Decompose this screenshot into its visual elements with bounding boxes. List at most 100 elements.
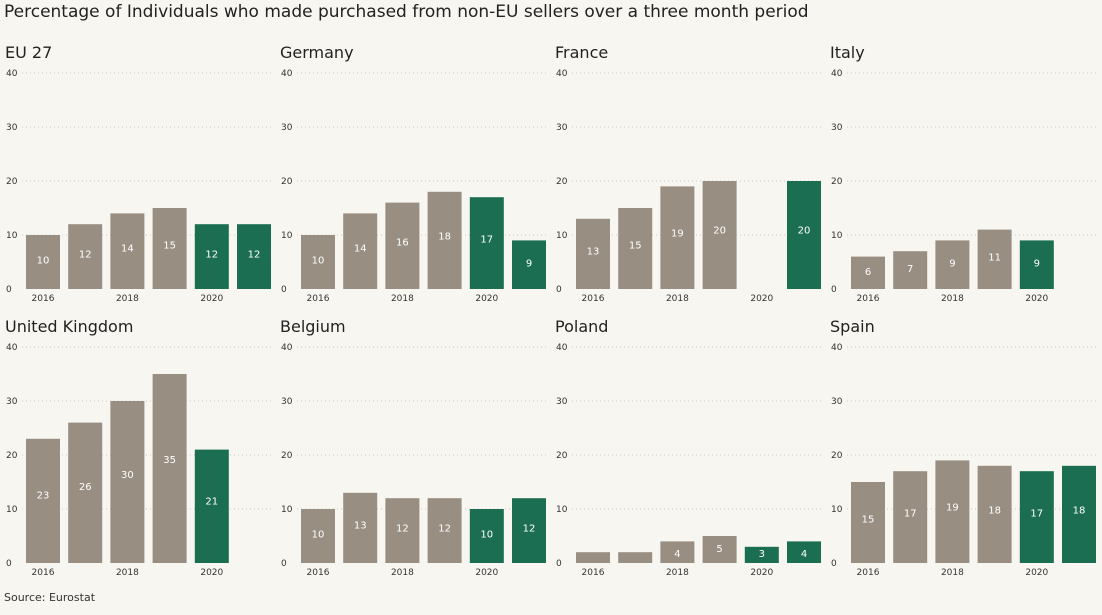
y-tick-label: 30: [281, 123, 293, 133]
x-tick-label: 2020: [200, 568, 223, 578]
bar-eu-27-2021: [237, 224, 271, 289]
bar-poland-2019: [702, 536, 737, 563]
bar-italy-2018: [935, 240, 970, 289]
panel-title-germany: Germany: [280, 43, 354, 62]
y-tick-label: 20: [6, 451, 18, 461]
x-tick-label: 2020: [750, 294, 773, 304]
panel-italy: Italy 0 10 20 30 40 6 7 9 11 9 2016 2018 2020: [830, 43, 1097, 304]
x-tick-label: 2020: [1025, 294, 1048, 304]
x-tick-label: 2018: [391, 294, 414, 304]
y-tick-label: 10: [281, 231, 293, 241]
y-tick-label: 20: [831, 177, 843, 187]
data-label: 10: [480, 529, 493, 540]
y-tick-label: 30: [556, 397, 568, 407]
y-tick-label: 10: [831, 505, 843, 515]
data-label: 20: [798, 226, 811, 237]
data-label: 7: [907, 264, 913, 275]
panel-title-eu-27: EU 27: [5, 43, 52, 62]
data-label: 10: [312, 529, 325, 540]
bar-spain-2016: [851, 482, 885, 563]
data-label: 6: [865, 267, 871, 278]
y-tick-label: 30: [6, 397, 18, 407]
x-tick-label: 2016: [857, 294, 880, 304]
y-tick-label: 30: [831, 397, 843, 407]
bar-united-kingdom-2020: [194, 449, 229, 563]
y-tick-label: 40: [6, 69, 18, 79]
x-tick-label: 2016: [582, 568, 605, 578]
bar-italy-2016: [851, 256, 885, 289]
x-tick-label: 2018: [116, 568, 139, 578]
bar-france-2016: [576, 218, 610, 289]
x-tick-label: 2020: [200, 294, 223, 304]
data-label: 4: [801, 549, 807, 560]
bar-germany-2017: [343, 213, 378, 289]
data-label: 12: [248, 249, 261, 260]
x-tick-label: 2018: [666, 568, 689, 578]
data-label: 21: [205, 497, 218, 508]
data-label: 10: [37, 255, 50, 266]
data-label: 9: [949, 258, 955, 269]
bar-poland-2017: [618, 552, 653, 563]
data-label: 18: [438, 232, 451, 243]
data-label: 35: [163, 455, 176, 466]
bar-eu-27-2016: [26, 235, 60, 289]
bar-germany-2021: [512, 240, 546, 289]
data-label: 12: [523, 523, 536, 534]
y-tick-label: 0: [281, 559, 287, 569]
y-tick-label: 0: [556, 285, 562, 295]
bar-belgium-2018: [385, 498, 420, 563]
data-label: 23: [37, 491, 50, 502]
y-tick-label: 20: [831, 451, 843, 461]
y-tick-label: 40: [6, 343, 18, 353]
y-tick-label: 0: [831, 559, 837, 569]
panel-belgium: Belgium 0 10 20 30 40 10 13 12 12 10 12 2016 2018 2020: [280, 317, 547, 578]
y-tick-label: 20: [556, 451, 568, 461]
bar-france-2021: [787, 181, 821, 289]
y-tick-label: 40: [556, 343, 568, 353]
y-tick-label: 40: [831, 343, 843, 353]
x-tick-label: 2016: [582, 294, 605, 304]
y-tick-label: 10: [556, 231, 568, 241]
data-label: 10: [312, 255, 325, 266]
bar-france-2019: [702, 181, 737, 289]
data-label: 15: [163, 240, 176, 251]
data-label: 18: [988, 506, 1001, 517]
y-tick-label: 40: [281, 343, 293, 353]
bar-italy-2020: [1019, 240, 1054, 289]
bar-germany-2018: [385, 202, 420, 289]
data-label: 12: [396, 523, 409, 534]
data-label: 12: [205, 249, 218, 260]
bar-spain-2020: [1019, 471, 1054, 563]
y-tick-label: 20: [281, 451, 293, 461]
x-tick-label: 2020: [1025, 568, 1048, 578]
data-label: 16: [396, 237, 409, 248]
data-label: 26: [79, 482, 92, 493]
data-label: 12: [438, 523, 451, 534]
y-tick-label: 20: [556, 177, 568, 187]
x-tick-label: 2016: [857, 568, 880, 578]
data-label: 15: [862, 514, 875, 525]
x-tick-label: 2016: [307, 568, 330, 578]
data-label: 20: [713, 226, 726, 237]
y-tick-label: 40: [281, 69, 293, 79]
bar-united-kingdom-2016: [26, 438, 60, 563]
x-tick-label: 2016: [307, 294, 330, 304]
bar-spain-2018: [935, 460, 970, 563]
y-tick-label: 10: [6, 231, 18, 241]
x-tick-label: 2020: [475, 568, 498, 578]
bar-eu-27-2018: [110, 213, 145, 289]
y-tick-label: 0: [6, 285, 12, 295]
data-label: 14: [354, 243, 367, 254]
bar-germany-2019: [427, 191, 462, 289]
panel-title-italy: Italy: [830, 43, 865, 62]
bar-eu-27-2020: [194, 224, 229, 289]
page-title: Percentage of Individuals who made purch…: [4, 2, 809, 22]
bar-italy-2019: [977, 229, 1012, 289]
data-label: 30: [121, 470, 134, 481]
data-label: 15: [629, 240, 642, 251]
bar-belgium-2020: [469, 509, 504, 563]
x-tick-label: 2018: [941, 568, 964, 578]
data-label: 9: [1034, 258, 1040, 269]
